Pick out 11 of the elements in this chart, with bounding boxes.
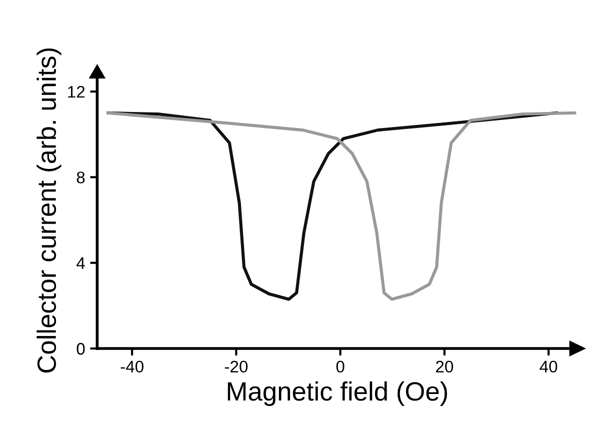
x-tick-label: 0 — [336, 360, 344, 373]
x-axis-title: Magnetic field (Oe) — [228, 381, 448, 406]
y-tick-label: 0 — [76, 342, 85, 355]
y-tick-label: 8 — [76, 172, 85, 184]
y-tick-label: 4 — [76, 257, 85, 269]
x-tick-label: -20 — [224, 360, 248, 373]
y-tick-label: 12 — [68, 86, 85, 98]
x-tick-label: 20 — [436, 360, 454, 373]
x-tick-label: 40 — [540, 360, 558, 373]
x-tick-label: -40 — [120, 360, 144, 373]
y-axis-title: Collector current (arb. units) — [36, 48, 62, 373]
